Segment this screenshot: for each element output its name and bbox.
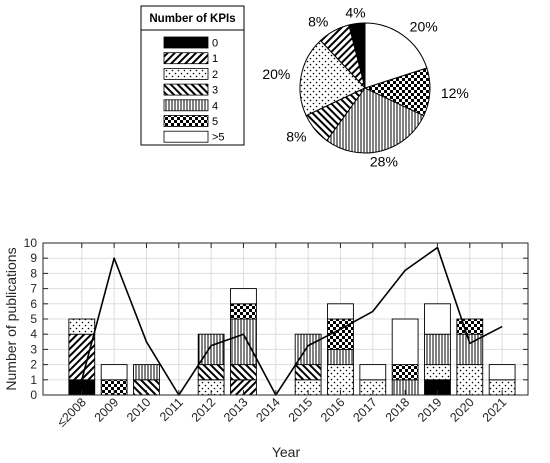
x-tick-labels: ≤2008 2009 2010 2011 2012 2013 2014 2015 2016 201… [55, 395, 510, 429]
x-tick-label: 2020 [447, 395, 477, 425]
y-tick-label: 6 [30, 297, 37, 311]
bar-segment [294, 364, 322, 381]
legend-swatch [163, 36, 209, 49]
bar-segment [359, 364, 387, 381]
bar-segment [230, 318, 257, 366]
legend-label: 3 [212, 85, 218, 97]
y-tick-label: 3 [30, 342, 37, 356]
legend-label: 0 [212, 38, 218, 50]
bar-segment [327, 303, 354, 320]
x-tick-label: 2017 [350, 395, 380, 425]
bar-segment [456, 318, 484, 335]
x-tick-label: 2018 [383, 395, 413, 425]
legend-swatch [163, 52, 209, 65]
pie-slice [299, 39, 366, 117]
legend-entries: 0 1 2 3 4 5 >5 [163, 36, 225, 144]
x-tick-label: 2014 [253, 395, 283, 425]
bar-segment [133, 364, 160, 381]
x-tick-label: 2015 [286, 395, 316, 425]
y-tick-label: 10 [24, 236, 38, 250]
axis-ticks [43, 242, 528, 396]
bar-segment [424, 333, 451, 366]
pie-slice [364, 22, 428, 89]
legend-swatch [163, 83, 209, 96]
y-tick-label: 9 [30, 251, 37, 265]
bar-segment [391, 318, 419, 366]
series-line [81, 246, 503, 396]
bar-segment [68, 333, 96, 381]
legend-swatch [163, 68, 209, 80]
bar-segment [197, 364, 225, 381]
legend-swatch [163, 130, 209, 143]
legend-swatch [163, 99, 209, 112]
y-tick-label: 5 [30, 312, 37, 326]
pie-value-label: 20% [410, 19, 438, 35]
pie-value-label: 28% [370, 154, 398, 170]
bar-segment [197, 333, 225, 366]
x-tick-label: ≤2008 [55, 395, 89, 429]
bar-segment [391, 364, 419, 381]
bar-segment [100, 364, 128, 381]
bar-segment [230, 364, 257, 381]
x-tick-label: 2011 [157, 395, 186, 424]
kpi-legend: Number of KPIs 0 1 2 3 4 5 >5 [140, 5, 245, 146]
legend-label: 4 [212, 100, 218, 112]
y-tick-label: 2 [30, 358, 37, 372]
legend-label: 5 [212, 116, 218, 128]
y-tick-label: 8 [30, 266, 37, 280]
legend-label: 1 [212, 53, 218, 65]
pie-value-label: 12% [441, 85, 469, 101]
y-axis-label: Number of publications [3, 247, 19, 390]
pie-value-label: 8% [308, 13, 328, 29]
pie-value-label: 20% [262, 66, 290, 82]
x-tick-label: 2019 [415, 395, 445, 425]
x-tick-label: 2016 [318, 395, 348, 425]
y-tick-label: 7 [30, 282, 37, 296]
x-tick-label: 2009 [92, 395, 122, 425]
legend-swatch [163, 115, 209, 127]
legend-label: 2 [212, 69, 218, 81]
x-tick-label: 2012 [189, 395, 219, 425]
bar-segment [230, 288, 257, 305]
pie-value-label: 8% [286, 128, 306, 144]
y-tick-label: 4 [30, 327, 37, 341]
bar-segment [456, 364, 484, 396]
bar-segment [424, 364, 451, 381]
legend-label: >5 [212, 132, 225, 144]
x-tick-label: 2013 [221, 395, 251, 425]
bar-segment [327, 348, 354, 366]
y-tick-label: 1 [30, 373, 37, 387]
bar-segment [68, 318, 96, 335]
y-tick-label: 0 [30, 388, 37, 402]
bar-segment [230, 303, 257, 320]
x-tick-label: 2010 [124, 395, 154, 425]
pie-chart: 4% 8% 20% 8% 28% 12% 20% [262, 5, 469, 170]
pie-value-label: 4% [345, 5, 365, 21]
x-axis-label: Year [272, 444, 301, 460]
bar-segment [488, 364, 516, 381]
pie-slice [326, 87, 425, 154]
bar-segment [424, 303, 451, 335]
x-tick-label: 2021 [480, 395, 510, 425]
legend-title: Number of KPIs [149, 13, 235, 25]
